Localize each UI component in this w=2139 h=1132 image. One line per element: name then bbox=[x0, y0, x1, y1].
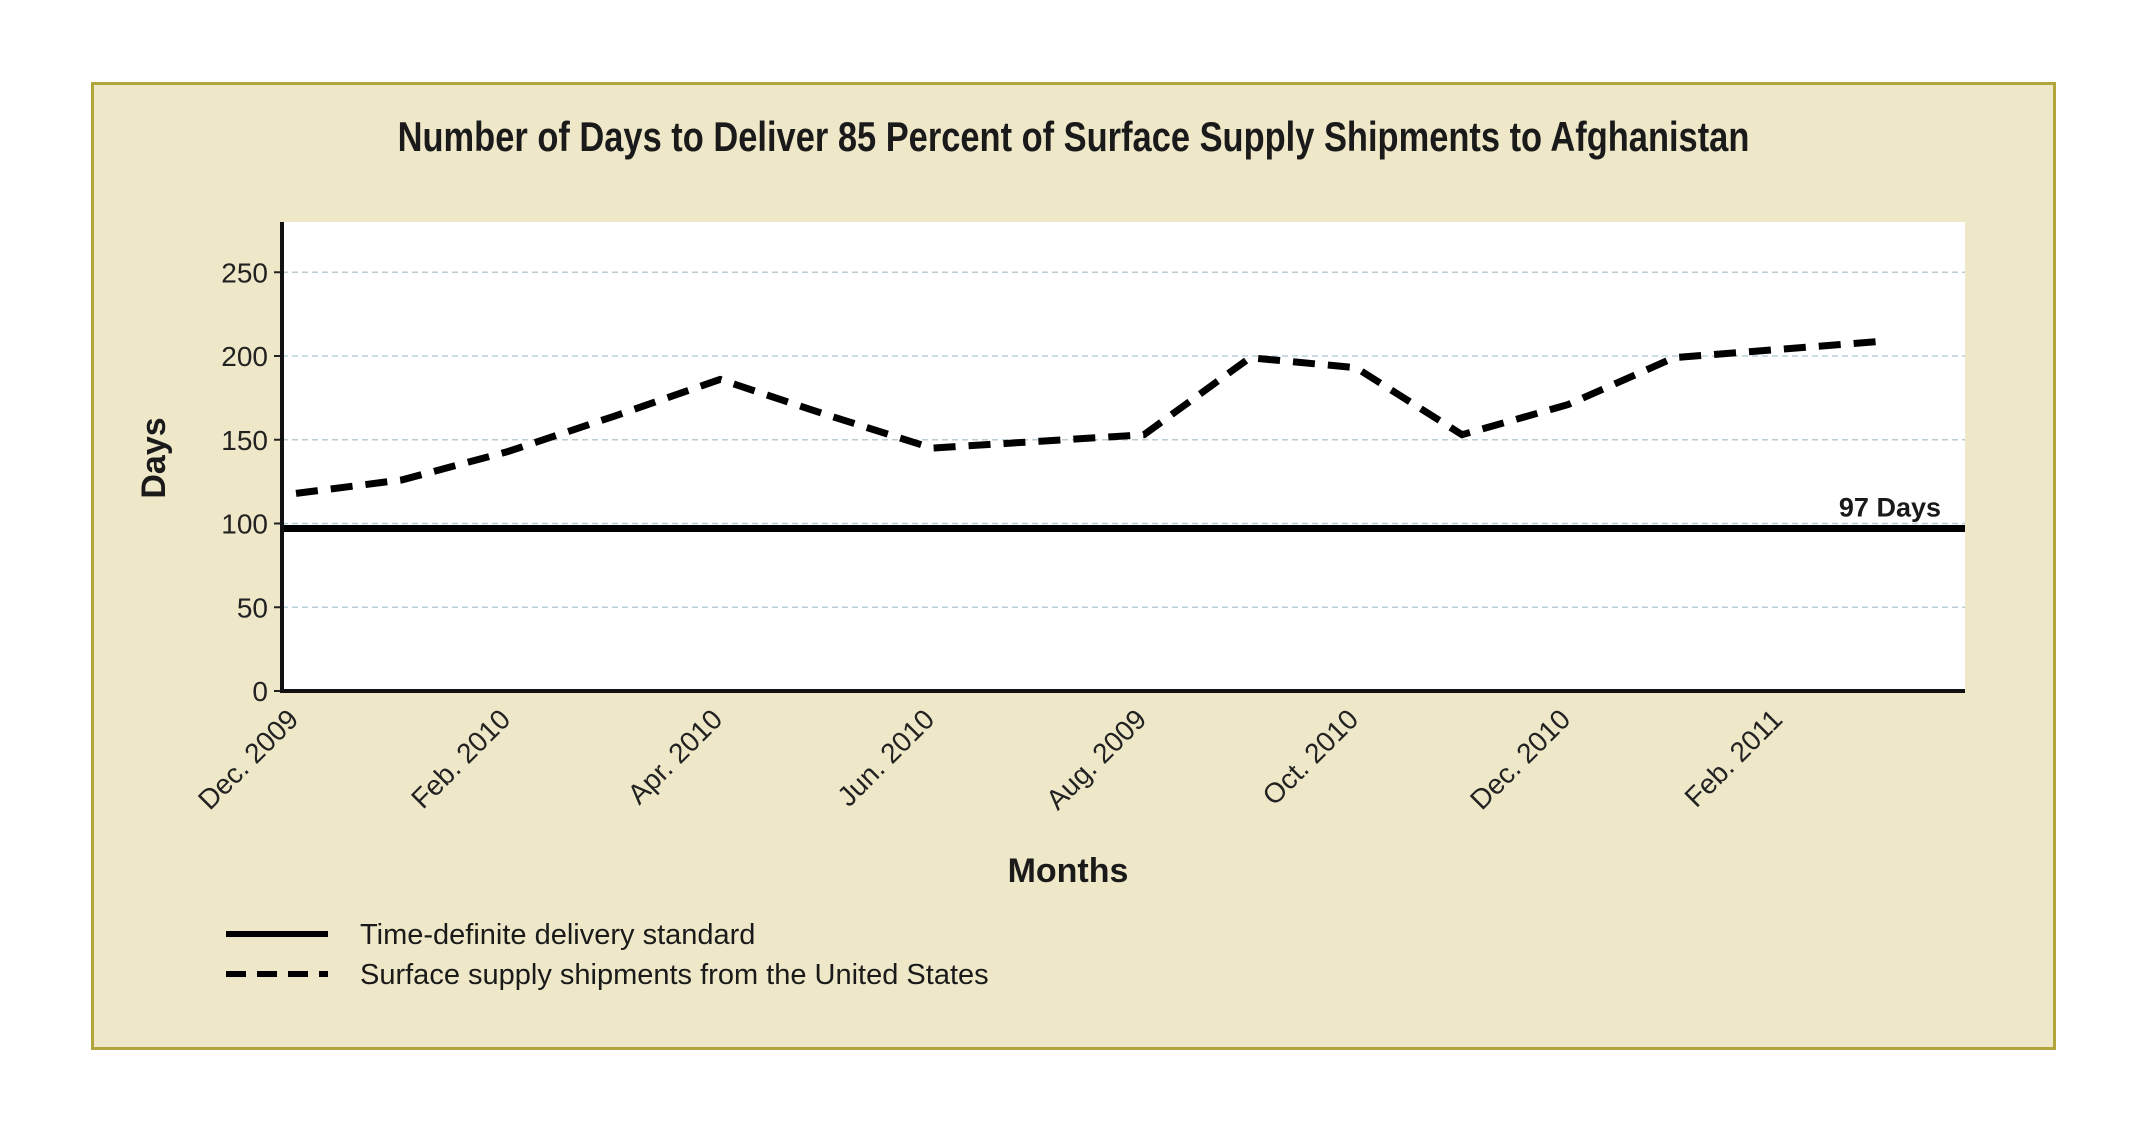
x-axis-title: Months bbox=[1008, 852, 1129, 890]
y-tick-label: 150 bbox=[221, 425, 268, 456]
x-tick-label: Dec. 2009 bbox=[192, 703, 304, 815]
x-tick-label: Oct. 2010 bbox=[1256, 703, 1364, 811]
x-tick-label: Feb. 2011 bbox=[1679, 703, 1789, 813]
y-tick-label: 100 bbox=[221, 509, 268, 540]
y-axis-ticks: 0 50 100 150 200 250 bbox=[221, 257, 282, 707]
y-tick-label: 200 bbox=[221, 341, 268, 372]
x-tick-label: Aug. 2009 bbox=[1040, 703, 1152, 815]
legend: Time-definite delivery standard Surface … bbox=[226, 919, 989, 991]
x-tick-label: Feb. 2010 bbox=[405, 703, 516, 814]
series-layer bbox=[282, 337, 1965, 533]
legend-label-shipments: Surface supply shipments from the United… bbox=[360, 959, 989, 991]
legend-label-standard: Time-definite delivery standard bbox=[360, 919, 755, 951]
x-axis-ticks: Dec. 2009 Feb. 2010 Apr. 2010 Jun. 2010 Aug.… bbox=[192, 703, 1788, 815]
standard-annotation: 97 Days bbox=[1839, 493, 1941, 523]
y-tick-label: 50 bbox=[237, 592, 268, 623]
x-tick-label: Apr. 2010 bbox=[622, 703, 729, 810]
y-tick-label: 250 bbox=[221, 257, 268, 288]
y-axis-title: Days bbox=[135, 417, 173, 498]
x-tick-label: Jun. 2010 bbox=[831, 703, 940, 812]
shipments-line bbox=[295, 337, 1887, 497]
plot-area bbox=[282, 222, 1965, 691]
chart-title: Number of Days to Deliver 85 Percent of … bbox=[397, 113, 1750, 160]
y-tick-label: 0 bbox=[252, 676, 268, 707]
x-tick-label: Dec. 2010 bbox=[1464, 703, 1576, 815]
